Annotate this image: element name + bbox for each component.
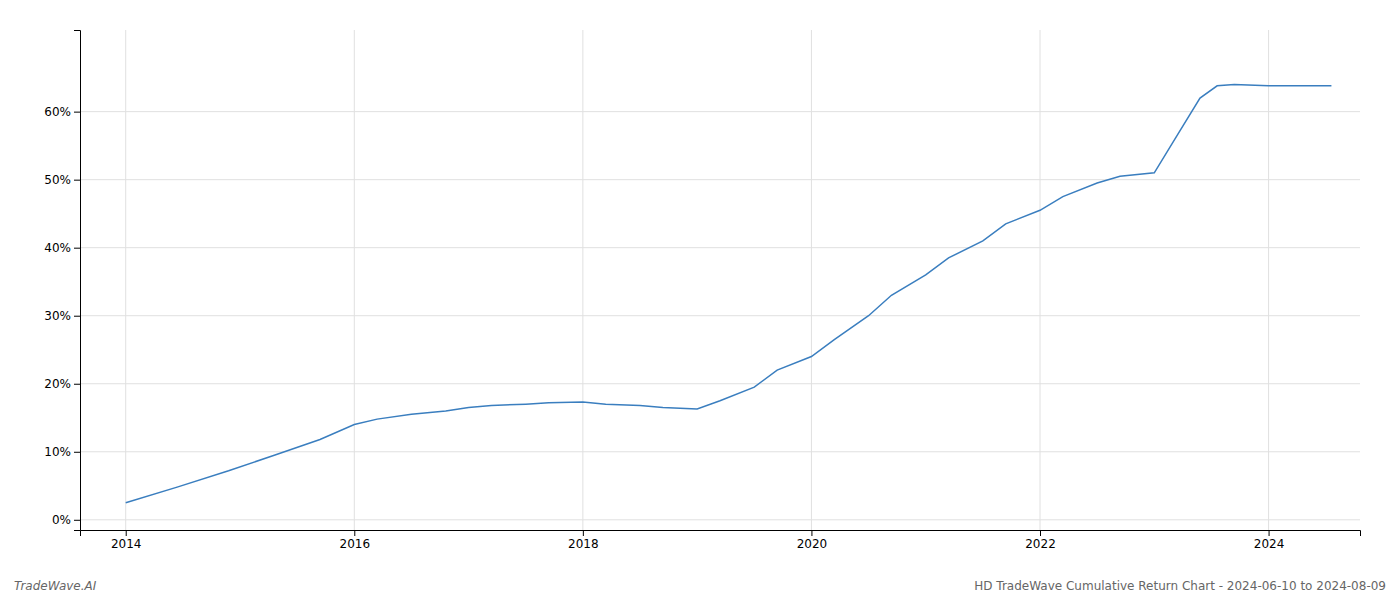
x-tick: 2024 xyxy=(1254,530,1285,551)
x-tick-mark xyxy=(354,530,355,536)
grid-line-y xyxy=(80,111,1360,112)
y-tick: 0% xyxy=(52,513,80,527)
x-tick-mark xyxy=(126,530,127,536)
grid-line-y xyxy=(80,519,1360,520)
grid-line-x xyxy=(582,30,583,530)
grid-line-x xyxy=(354,30,355,530)
x-tick-label: 2014 xyxy=(111,537,142,551)
x-tick: 2018 xyxy=(568,530,599,551)
x-tick: 2014 xyxy=(111,530,142,551)
x-tick-label: 2018 xyxy=(568,537,599,551)
grid-line-y xyxy=(80,315,1360,316)
y-tick-label: 0% xyxy=(52,513,71,527)
y-tick-mark xyxy=(74,316,80,317)
y-tick-mark xyxy=(74,248,80,249)
y-tick-label: 40% xyxy=(44,241,71,255)
y-tick-mark xyxy=(74,180,80,181)
y-tick: 20% xyxy=(44,377,80,391)
x-tick: 2022 xyxy=(1025,530,1056,551)
plot-area: 2014 2016 2018 2020 2022 2024 0% 10% 20% 30% 40% 50… xyxy=(44,30,1360,551)
y-tick-label: 10% xyxy=(44,445,71,459)
y-tick-label: 20% xyxy=(44,377,71,391)
chart: 2014 2016 2018 2020 2022 2024 0% 10% 20% 30% 40% 50… xyxy=(0,0,1400,600)
x-axis: 2014 2016 2018 2020 2022 2024 xyxy=(81,530,1361,551)
x-tick: 2016 xyxy=(340,530,371,551)
y-tick: 40% xyxy=(44,241,80,255)
grid-line-x xyxy=(811,30,812,530)
y-tick: 50% xyxy=(44,173,80,187)
x-tick-label: 2022 xyxy=(1025,537,1056,551)
footer-left: TradeWave.AI xyxy=(14,579,97,593)
y-tick-mark xyxy=(74,452,80,453)
y-tick-label: 50% xyxy=(44,173,71,187)
x-tick-mark xyxy=(811,530,812,536)
y-tick: 10% xyxy=(44,445,80,459)
grid-line-x xyxy=(1040,30,1041,530)
marks xyxy=(126,84,1332,502)
line xyxy=(126,84,1332,502)
y-axis: 0% 10% 20% 30% 40% 50% 60% xyxy=(44,31,80,531)
x-tick-label: 2024 xyxy=(1254,537,1285,551)
grid-line-y xyxy=(80,179,1360,180)
grid-line-y xyxy=(80,451,1360,452)
grid xyxy=(80,30,1360,530)
y-tick: 30% xyxy=(44,309,80,323)
y-tick-mark xyxy=(74,520,80,521)
y-tick: 60% xyxy=(44,105,80,119)
y-tick-label: 30% xyxy=(44,309,71,323)
x-tick-label: 2016 xyxy=(340,537,371,551)
x-tick: 2020 xyxy=(797,530,828,551)
grid-line-x xyxy=(1268,30,1269,530)
x-axis-line xyxy=(81,531,1361,537)
x-tick-label: 2020 xyxy=(797,537,828,551)
y-tick-label: 60% xyxy=(44,105,71,119)
y-tick-mark xyxy=(74,112,80,113)
y-axis-line xyxy=(74,31,81,531)
footer-right: HD TradeWave Cumulative Return Chart - 2… xyxy=(974,579,1386,593)
x-tick-mark xyxy=(1269,530,1270,536)
x-tick-mark xyxy=(1040,530,1041,536)
y-tick-mark xyxy=(74,384,80,385)
x-tick-mark xyxy=(583,530,584,536)
grid-line-y xyxy=(80,383,1360,384)
grid-line-y xyxy=(80,247,1360,248)
grid-line-x xyxy=(125,30,126,530)
